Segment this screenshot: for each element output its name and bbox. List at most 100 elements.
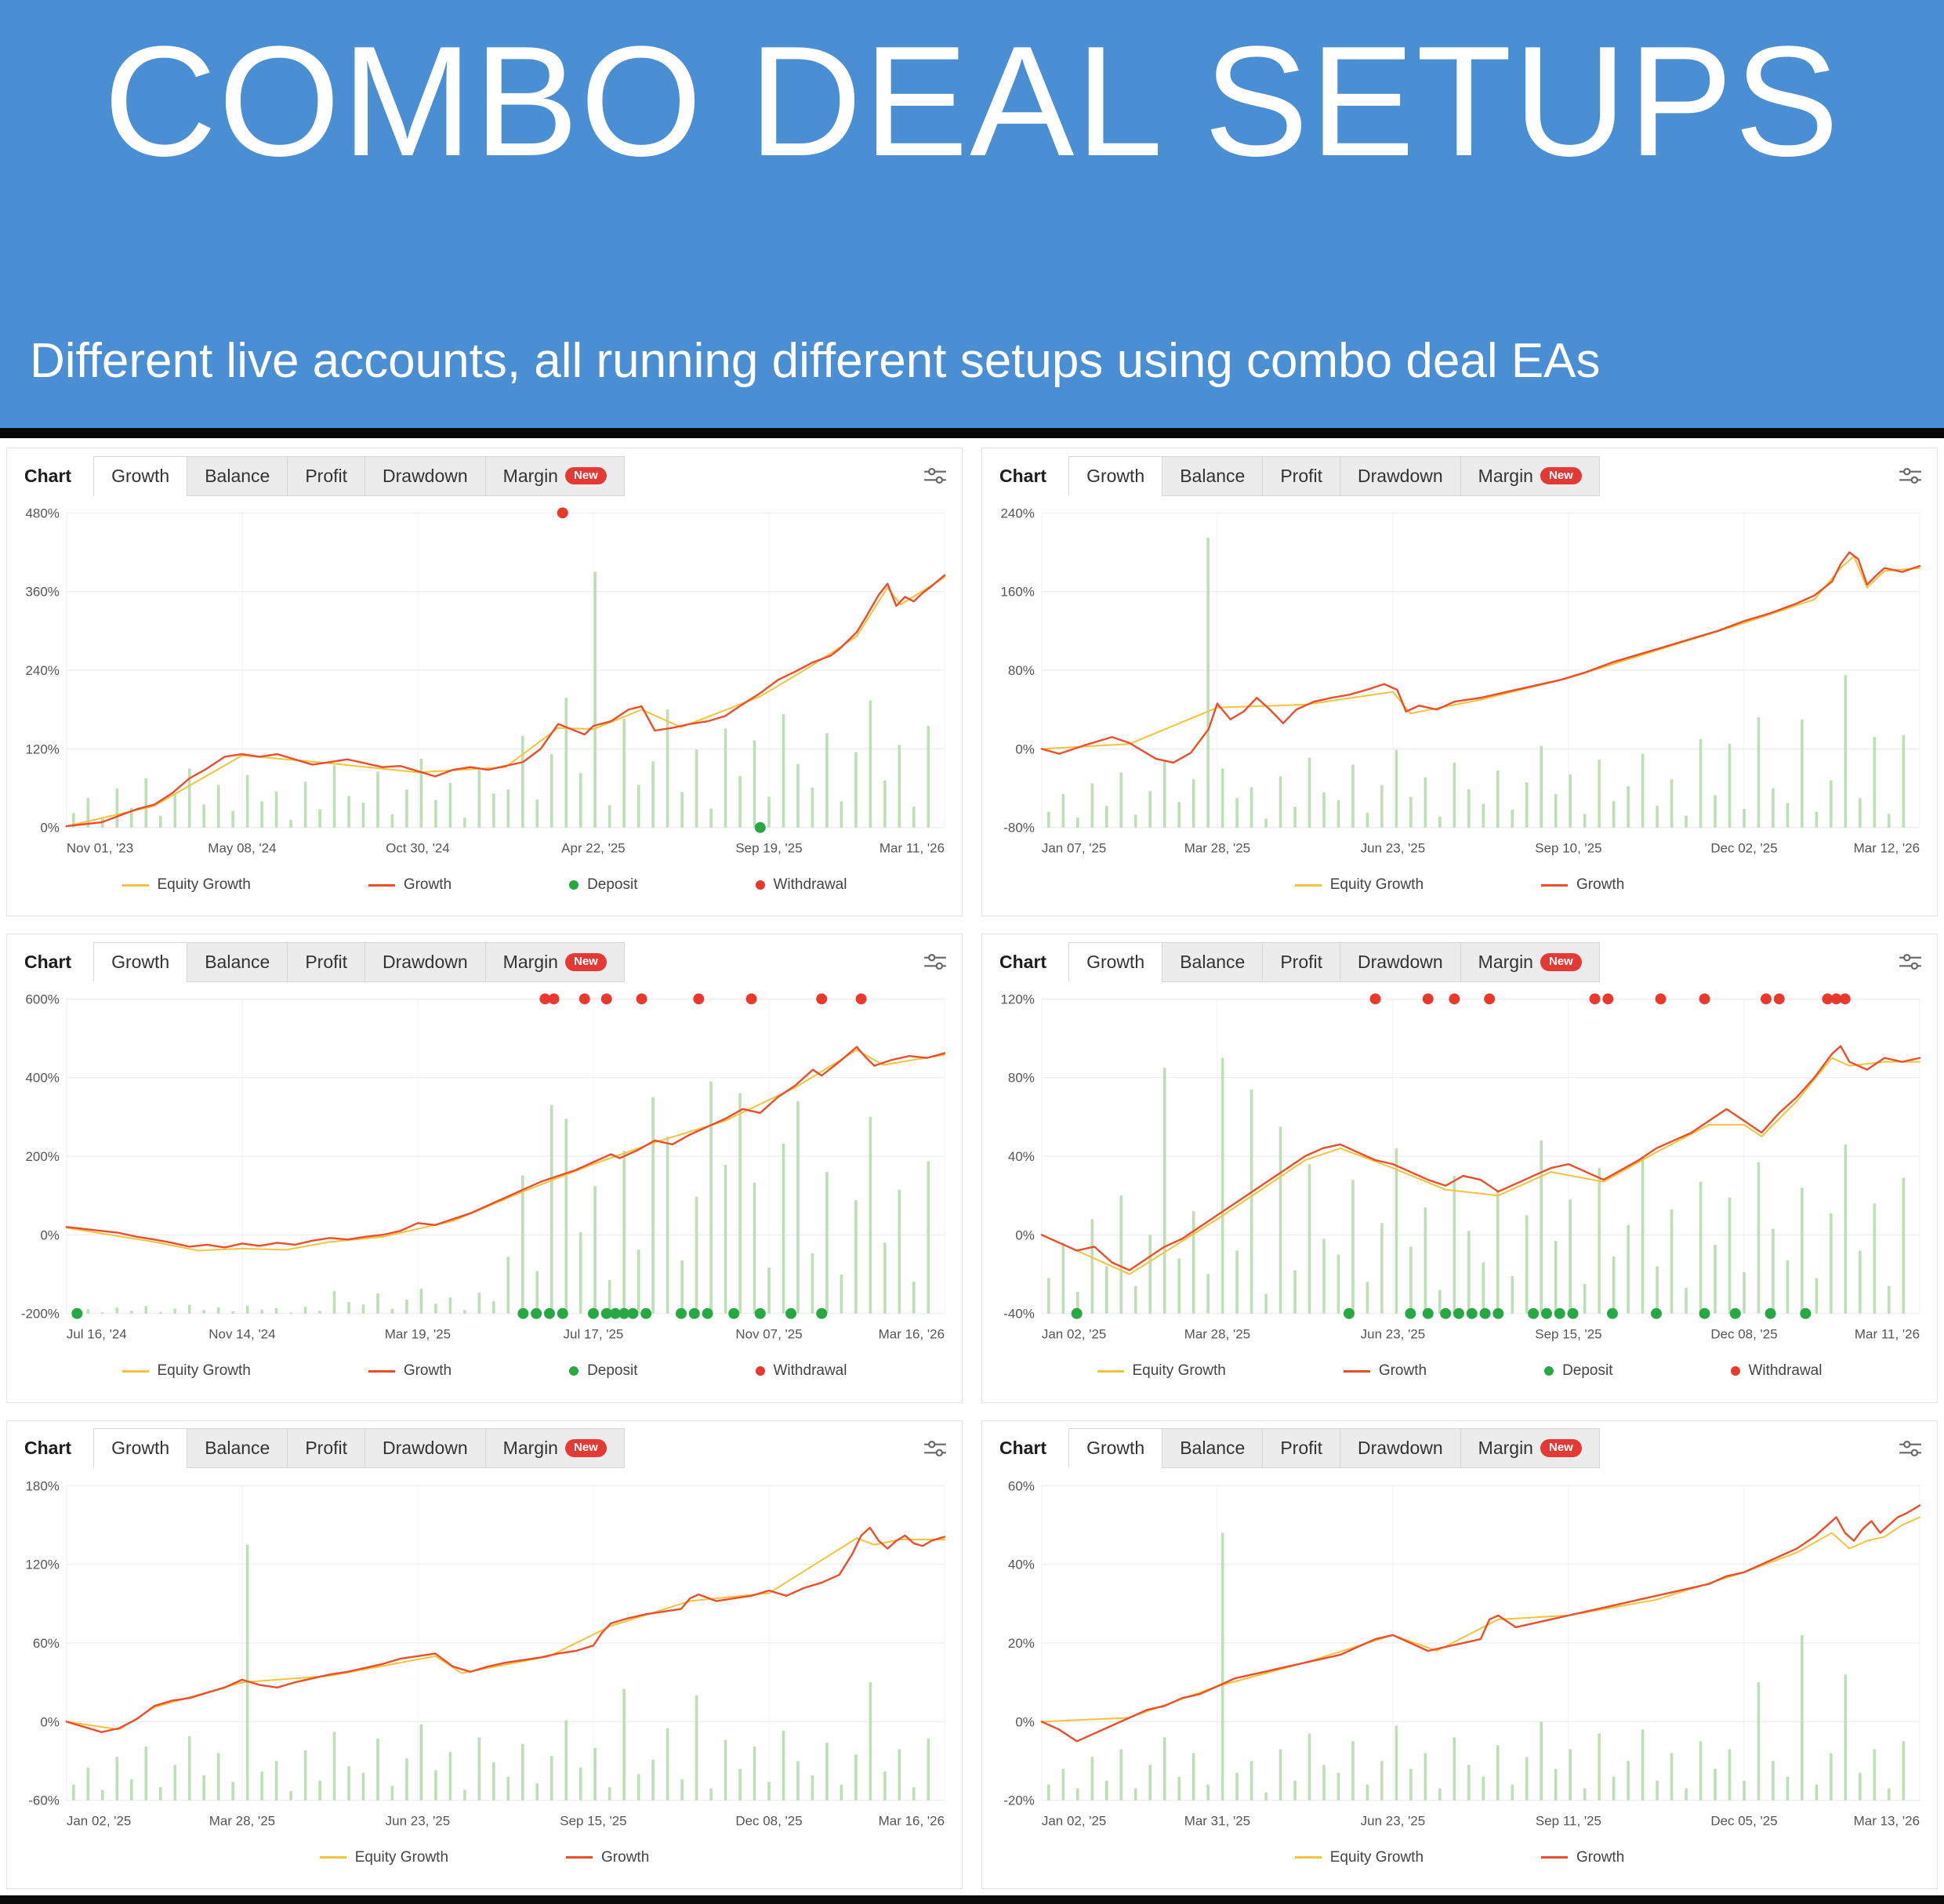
tab-chart[interactable]: Chart [24, 1438, 72, 1459]
legend-item-deposit: Deposit [569, 1362, 638, 1380]
svg-text:-60%: -60% [28, 1793, 60, 1808]
tab-chart[interactable]: Chart [999, 465, 1047, 486]
account-panel-4: Chart Growth Balance Profit Drawdown Mar… [981, 934, 1938, 1403]
svg-text:-80%: -80% [1003, 821, 1035, 836]
new-badge: New [564, 466, 607, 485]
tab-balance[interactable]: Balance [1162, 1428, 1264, 1469]
tab-balance[interactable]: Balance [187, 1428, 288, 1469]
svg-text:Oct 30, '24: Oct 30, '24 [386, 841, 450, 856]
tab-drawdown[interactable]: Drawdown [1340, 1428, 1461, 1469]
tab-balance[interactable]: Balance [187, 941, 288, 982]
tab-profit[interactable]: Profit [287, 1428, 366, 1469]
svg-text:Jan 02, '25: Jan 02, '25 [1042, 1327, 1107, 1342]
legend-item-withdrawal: Withdrawal [1730, 1362, 1822, 1380]
legend-label-growth: Growth [1576, 1848, 1625, 1866]
svg-text:Mar 31, '25: Mar 31, '25 [1184, 1813, 1250, 1828]
tab-drawdown[interactable]: Drawdown [364, 941, 486, 982]
svg-text:Apr 22, '25: Apr 22, '25 [561, 841, 626, 856]
settings-icon[interactable] [916, 460, 954, 491]
settings-icon[interactable] [916, 946, 954, 977]
settings-icon[interactable] [1891, 1433, 1929, 1464]
withdrawal-dot-icon [1730, 1366, 1740, 1376]
svg-text:60%: 60% [33, 1636, 60, 1651]
withdrawal-dot-icon [755, 1366, 765, 1376]
tab-chart[interactable]: Chart [999, 1438, 1047, 1459]
growth-chart[interactable]: Jan 07, '25 Mar 28, '25 Jun 23, '25 Sep 10,… [990, 499, 1929, 867]
tab-profit[interactable]: Profit [1262, 1428, 1341, 1469]
growth-chart[interactable]: Jan 02, '25 Mar 28, '25 Jun 23, '25 Sep 15,… [15, 1471, 954, 1840]
svg-text:Mar 16, '26: Mar 16, '26 [879, 1327, 945, 1342]
growth-chart[interactable]: Jul 16, '24 Nov 14, '24 Mar 19, '25 Jul 17,… [15, 985, 954, 1353]
tab-margin[interactable]: Margin New [1460, 455, 1600, 496]
panel-tabbar: Chart Growth Balance Profit Drawdown Mar… [15, 939, 954, 985]
chart-legend: Equity Growth Growth [990, 867, 1929, 903]
svg-text:400%: 400% [25, 1071, 59, 1086]
svg-text:Mar 28, '25: Mar 28, '25 [1184, 1327, 1250, 1342]
svg-text:120%: 120% [1000, 992, 1034, 1007]
tab-drawdown[interactable]: Drawdown [1340, 455, 1461, 496]
panel-tabbar: Chart Growth Balance Profit Drawdown Mar… [15, 453, 954, 499]
growth-chart[interactable]: Jan 02, '25 Mar 28, '25 Jun 23, '25 Sep 15,… [990, 985, 1929, 1353]
deposit-dot-icon [569, 880, 579, 890]
equity-line-icon [1294, 1856, 1322, 1859]
legend-item-growth: Growth [566, 1849, 649, 1866]
svg-text:Sep 10, '25: Sep 10, '25 [1535, 841, 1601, 856]
svg-text:Mar 28, '25: Mar 28, '25 [209, 1813, 275, 1828]
tab-drawdown[interactable]: Drawdown [364, 455, 486, 496]
tab-drawdown[interactable]: Drawdown [1340, 941, 1461, 982]
panel-tabbar: Chart Growth Balance Profit Drawdown Mar… [990, 1426, 1929, 1471]
tab-drawdown[interactable]: Drawdown [364, 1428, 486, 1469]
tab-margin-label: Margin [502, 1438, 558, 1459]
tab-balance[interactable]: Balance [187, 455, 288, 496]
tab-growth[interactable]: Growth [1068, 455, 1163, 496]
svg-text:80%: 80% [1008, 1071, 1035, 1086]
new-badge: New [564, 953, 607, 971]
legend-item-withdrawal: Withdrawal [755, 876, 847, 894]
settings-icon[interactable] [1891, 946, 1929, 977]
tab-profit[interactable]: Profit [1262, 941, 1341, 982]
tab-margin[interactable]: Margin New [484, 941, 625, 982]
tab-margin[interactable]: Margin New [1460, 1428, 1600, 1469]
tab-balance[interactable]: Balance [1162, 941, 1264, 982]
svg-text:Jan 02, '25: Jan 02, '25 [67, 1813, 132, 1828]
tab-growth[interactable]: Growth [93, 1428, 188, 1469]
legend-label-deposit: Deposit [587, 1362, 638, 1380]
svg-text:40%: 40% [1008, 1149, 1035, 1164]
svg-text:0%: 0% [1015, 742, 1035, 756]
settings-icon[interactable] [1891, 460, 1929, 491]
svg-text:120%: 120% [25, 742, 59, 756]
account-panel-3: Chart Growth Balance Profit Drawdown Mar… [6, 934, 963, 1403]
legend-item-growth: Growth [1343, 1362, 1427, 1380]
svg-text:0%: 0% [1015, 1228, 1035, 1243]
growth-chart[interactable]: Jan 02, '25 Mar 31, '25 Jun 23, '25 Sep 11,… [990, 1471, 1929, 1840]
tab-growth[interactable]: Growth [93, 941, 188, 982]
equity-line-icon [319, 1856, 346, 1859]
tab-margin[interactable]: Margin New [484, 455, 625, 496]
tab-growth[interactable]: Growth [1068, 941, 1163, 982]
panel-tabbar: Chart Growth Balance Profit Drawdown Mar… [990, 939, 1929, 985]
settings-icon[interactable] [916, 1433, 954, 1464]
tab-chart[interactable]: Chart [24, 951, 72, 972]
svg-text:200%: 200% [25, 1149, 59, 1164]
growth-chart[interactable]: Nov 01, '23 May 08, '24 Oct 30, '24 Apr 22,… [15, 499, 954, 867]
tab-margin[interactable]: Margin New [1460, 941, 1600, 982]
tab-growth[interactable]: Growth [1068, 1428, 1163, 1469]
legend-item-equity: Equity Growth [1097, 1362, 1226, 1380]
svg-text:Mar 19, '25: Mar 19, '25 [385, 1327, 451, 1342]
svg-text:20%: 20% [1008, 1636, 1035, 1651]
svg-text:160%: 160% [1000, 585, 1034, 600]
equity-line-icon [1097, 1369, 1124, 1373]
legend-item-equity: Equity Growth [121, 1362, 251, 1380]
tab-balance[interactable]: Balance [1162, 455, 1264, 496]
tab-growth[interactable]: Growth [93, 455, 188, 496]
tab-profit[interactable]: Profit [287, 455, 366, 496]
tab-chart[interactable]: Chart [999, 951, 1047, 972]
tab-margin[interactable]: Margin New [484, 1428, 625, 1469]
legend-item-growth: Growth [368, 876, 452, 894]
tab-profit[interactable]: Profit [1262, 455, 1341, 496]
tab-chart[interactable]: Chart [24, 465, 72, 486]
svg-text:Nov 14, '24: Nov 14, '24 [209, 1327, 275, 1342]
tab-profit[interactable]: Profit [287, 941, 366, 982]
legend-item-equity: Equity Growth [121, 876, 251, 894]
legend-label-equity: Equity Growth [1329, 1848, 1424, 1866]
